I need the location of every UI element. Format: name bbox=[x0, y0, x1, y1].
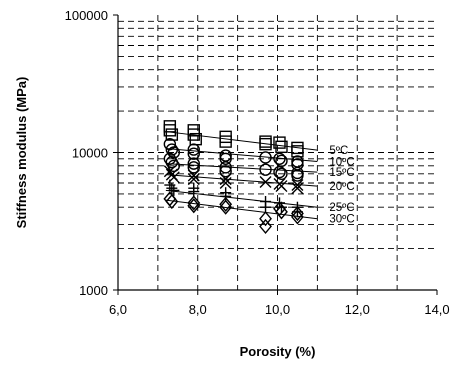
square-marker bbox=[163, 124, 177, 137]
series-label: 20ºC bbox=[329, 181, 354, 193]
plus-marker bbox=[260, 201, 272, 213]
circle-marker bbox=[275, 167, 288, 180]
axes bbox=[113, 14, 438, 295]
x-tick-label: 10,0 bbox=[265, 302, 290, 317]
y-axis-label: Stiffness modulus (MPa) bbox=[14, 77, 29, 229]
tick-labels: 6,0 8,0 10,0 12,0 14,0 1000 10000 100000 bbox=[65, 8, 450, 317]
fit-line bbox=[165, 163, 318, 173]
x-marker bbox=[275, 180, 288, 193]
circle-marker bbox=[291, 155, 304, 168]
diamond-marker bbox=[219, 196, 233, 212]
circle-marker bbox=[187, 157, 200, 170]
diamond-marker bbox=[259, 218, 272, 235]
fit-line bbox=[165, 189, 318, 208]
data-marks bbox=[163, 120, 304, 235]
fit-lines bbox=[165, 131, 318, 220]
y-tick-label: 10000 bbox=[72, 146, 108, 161]
square-marker bbox=[291, 145, 304, 158]
y-tick-label: 1000 bbox=[79, 283, 108, 298]
fit-line bbox=[165, 147, 318, 163]
x-tick-label: 14,0 bbox=[424, 302, 449, 317]
diamond-marker bbox=[291, 209, 304, 225]
diamond-marker bbox=[291, 205, 304, 222]
square-marker bbox=[219, 135, 232, 148]
x-tick-label: 8,0 bbox=[189, 302, 207, 317]
x-marker bbox=[187, 169, 200, 182]
fit-line bbox=[165, 174, 318, 187]
grid bbox=[118, 15, 437, 290]
square-marker bbox=[219, 130, 232, 144]
series-label: 5ºC bbox=[329, 145, 348, 157]
y-tick-label: 100000 bbox=[65, 8, 108, 23]
x-tick-label: 6,0 bbox=[109, 302, 127, 317]
circle-marker bbox=[291, 169, 304, 182]
x-marker bbox=[187, 173, 200, 186]
circle-marker bbox=[187, 161, 200, 174]
circle-marker bbox=[219, 165, 232, 178]
series-label: 25ºC bbox=[329, 202, 354, 214]
series-label: 30ºC bbox=[329, 214, 354, 226]
circle-marker bbox=[273, 165, 286, 179]
circle-marker bbox=[167, 159, 181, 173]
fit-line bbox=[165, 131, 318, 151]
circle-marker bbox=[291, 166, 304, 180]
diamond-marker bbox=[259, 211, 272, 227]
x-axis-label: Porosity (%) bbox=[240, 344, 316, 359]
diamond-marker bbox=[165, 193, 179, 210]
circle-marker bbox=[187, 147, 200, 160]
plus-marker bbox=[166, 182, 178, 194]
diamond-marker bbox=[275, 204, 288, 220]
series-label: 15ºC bbox=[329, 167, 354, 179]
square-marker bbox=[259, 135, 272, 148]
fit-line bbox=[165, 199, 318, 220]
diamond-marker bbox=[219, 199, 233, 215]
circle-marker bbox=[167, 146, 181, 159]
series-label: 10ºC bbox=[329, 157, 354, 169]
x-tick-label: 12,0 bbox=[345, 302, 370, 317]
diamond-marker bbox=[187, 195, 201, 211]
square-marker bbox=[165, 128, 179, 141]
circle-marker bbox=[187, 143, 200, 156]
circle-marker bbox=[219, 149, 232, 162]
plus-marker bbox=[188, 186, 200, 198]
square-marker bbox=[273, 136, 286, 149]
